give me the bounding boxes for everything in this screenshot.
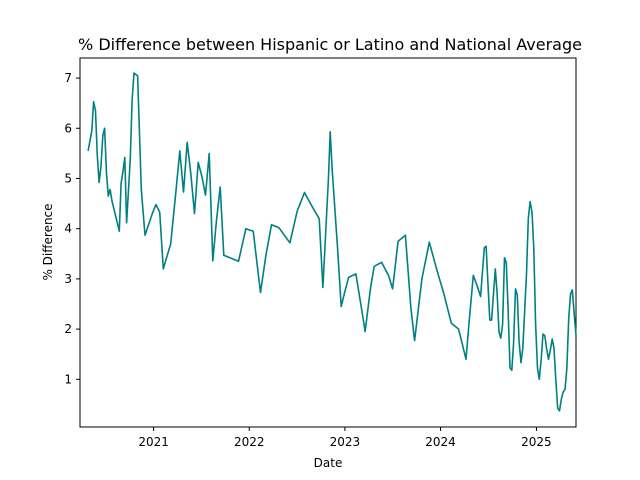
- plot-area-frame: [79, 57, 577, 428]
- y-tick-label: 5: [64, 171, 72, 185]
- series-layer: [87, 72, 577, 412]
- y-tick-label: 2: [64, 322, 72, 336]
- y-tick-label: 7: [64, 71, 72, 85]
- y-tick-label: 3: [64, 272, 72, 286]
- x-tick-label: 2021: [138, 435, 169, 449]
- y-tick-label: 6: [64, 121, 72, 135]
- x-tick-label: 2024: [425, 435, 456, 449]
- x-tick-label: 2025: [521, 435, 552, 449]
- x-tick-label: 2022: [234, 435, 265, 449]
- x-tick-label: 2023: [330, 435, 361, 449]
- y-axis: 1 2 3 4 5 6 7: [64, 71, 80, 386]
- y-axis-label: % Difference: [41, 203, 55, 280]
- series-line: [87, 72, 577, 412]
- chart-title: % Difference between Hispanic or Latino …: [78, 35, 582, 54]
- y-tick-label: 4: [64, 222, 72, 236]
- x-axis-label: Date: [314, 456, 343, 470]
- y-tick-label: 1: [64, 372, 72, 386]
- x-axis: 2021 2022 2023 2024 2025: [138, 427, 552, 449]
